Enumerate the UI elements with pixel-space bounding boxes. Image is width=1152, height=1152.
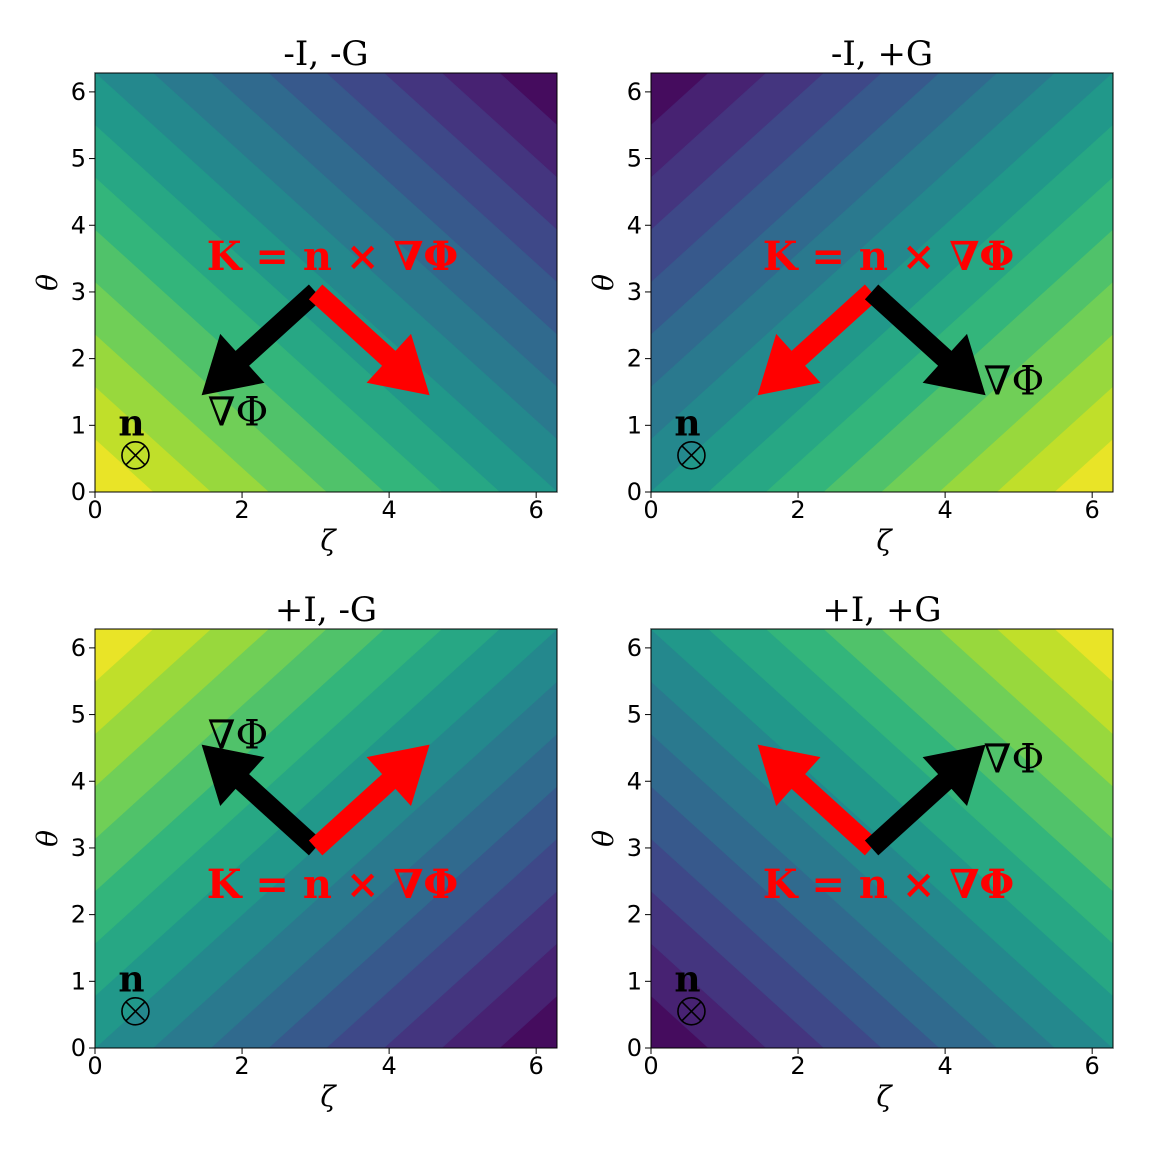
k-current-arrow xyxy=(757,744,879,856)
y-tick-label: 0 xyxy=(627,478,642,506)
subplot-title: +I, -G xyxy=(275,590,377,630)
y-tick-label: 4 xyxy=(627,767,642,795)
grad-phi-label: ∇Φ xyxy=(208,389,269,435)
subplot-title: +I, +G xyxy=(822,590,941,630)
otimes-icon xyxy=(677,441,706,470)
y-tick-label: 4 xyxy=(71,767,86,795)
otimes-cross-b xyxy=(681,1001,702,1022)
y-tick-label: 3 xyxy=(627,278,642,306)
x-tick-label: 2 xyxy=(790,496,805,524)
subplot-title: -I, +G xyxy=(831,34,933,74)
otimes-cross-b xyxy=(125,1001,146,1022)
k-current-arrow xyxy=(308,284,430,396)
x-tick-label: 6 xyxy=(1085,1052,1100,1080)
x-axis-label: ζ xyxy=(876,524,893,557)
otimes-cross-b xyxy=(125,445,146,466)
otimes-icon xyxy=(677,997,706,1026)
x-tick-label: 4 xyxy=(381,496,396,524)
subplot-title: -I, -G xyxy=(283,34,368,74)
k-equation-label: K = n × ∇Φ xyxy=(207,861,459,908)
y-tick-label: 2 xyxy=(71,345,86,373)
x-tick-label: 4 xyxy=(937,1052,952,1080)
y-tick-label: 2 xyxy=(627,345,642,373)
y-axis-label: θ xyxy=(587,274,620,291)
axes-frame xyxy=(650,72,1114,493)
y-tick-label: 4 xyxy=(71,211,86,239)
k-equation-label: K = n × ∇Φ xyxy=(207,233,459,280)
subplot-2: -I, +G 0 2 4 6 0 1 2 3 4 5 6 ζ θ K = n × ∇Φ ∇Φ n xyxy=(587,34,1115,557)
grad-phi-label: ∇Φ xyxy=(984,358,1045,404)
normal-n-label: n xyxy=(118,402,144,444)
y-tick-label: 3 xyxy=(71,834,86,862)
x-axis-label: ζ xyxy=(320,524,337,557)
contour-field xyxy=(93,72,559,493)
y-tick-label: 5 xyxy=(627,701,642,729)
x-axis-label: ζ xyxy=(320,1080,337,1113)
normal-n-label: n xyxy=(118,958,144,1000)
y-tick-label: 4 xyxy=(627,211,642,239)
grad-phi-label: ∇Φ xyxy=(984,737,1045,783)
y-tick-label: 1 xyxy=(71,411,86,439)
x-tick-label: 6 xyxy=(529,1052,544,1080)
y-tick-label: 0 xyxy=(71,1034,86,1062)
grad-phi-arrow xyxy=(201,744,323,856)
grad-phi-arrow xyxy=(201,284,323,396)
x-tick-label: 2 xyxy=(234,1052,249,1080)
y-tick-label: 1 xyxy=(627,411,642,439)
otimes-cross-b xyxy=(681,445,702,466)
y-axis-label: θ xyxy=(587,830,620,847)
x-tick-label: 0 xyxy=(643,1052,658,1080)
otimes-icon xyxy=(121,997,150,1026)
x-axis-label: ζ xyxy=(876,1080,893,1113)
otimes-icon xyxy=(121,441,150,470)
x-tick-label: 6 xyxy=(529,496,544,524)
y-tick-label: 1 xyxy=(627,967,642,995)
subplot-3: +I, -G 0 2 4 6 0 1 2 3 4 5 6 ζ θ K = n × ∇Φ ∇Φ n xyxy=(31,590,559,1113)
axes-frame xyxy=(94,628,558,1049)
k-current-arrow xyxy=(757,284,879,396)
y-tick-label: 3 xyxy=(71,278,86,306)
x-tick-label: 0 xyxy=(643,496,658,524)
y-tick-label: 6 xyxy=(71,634,86,662)
x-tick-label: 4 xyxy=(381,1052,396,1080)
subplot-1: -I, -G 0 2 4 6 0 1 2 3 4 5 6 ζ θ K = n × ∇Φ ∇Φ n xyxy=(31,34,559,557)
y-axis-label: θ xyxy=(31,830,64,847)
y-axis-label: θ xyxy=(31,274,64,291)
axes-frame xyxy=(94,72,558,493)
x-tick-label: 4 xyxy=(937,496,952,524)
y-tick-label: 6 xyxy=(627,634,642,662)
y-tick-label: 6 xyxy=(71,78,86,106)
y-tick-label: 5 xyxy=(71,701,86,729)
k-equation-label: K = n × ∇Φ xyxy=(763,861,1015,908)
y-tick-label: 0 xyxy=(71,478,86,506)
y-tick-label: 5 xyxy=(71,145,86,173)
x-tick-label: 0 xyxy=(87,496,102,524)
grad-phi-arrow xyxy=(864,284,986,396)
contour-field xyxy=(649,72,1115,493)
y-tick-label: 0 xyxy=(627,1034,642,1062)
y-tick-label: 6 xyxy=(627,78,642,106)
normal-n-label: n xyxy=(674,958,700,1000)
x-tick-label: 2 xyxy=(234,496,249,524)
x-tick-label: 0 xyxy=(87,1052,102,1080)
x-tick-label: 2 xyxy=(790,1052,805,1080)
normal-n-label: n xyxy=(674,402,700,444)
axes-frame xyxy=(650,628,1114,1049)
k-equation-label: K = n × ∇Φ xyxy=(763,233,1015,280)
subplot-4: +I, +G 0 2 4 6 0 1 2 3 4 5 6 ζ θ K = n × ∇Φ ∇Φ n xyxy=(587,590,1115,1113)
y-tick-label: 2 xyxy=(627,901,642,929)
x-tick-label: 6 xyxy=(1085,496,1100,524)
y-tick-label: 2 xyxy=(71,901,86,929)
y-tick-label: 5 xyxy=(627,145,642,173)
grad-phi-label: ∇Φ xyxy=(208,713,269,759)
y-tick-label: 3 xyxy=(627,834,642,862)
y-tick-label: 1 xyxy=(71,967,86,995)
k-current-arrow xyxy=(308,744,430,856)
grad-phi-arrow xyxy=(864,744,986,856)
